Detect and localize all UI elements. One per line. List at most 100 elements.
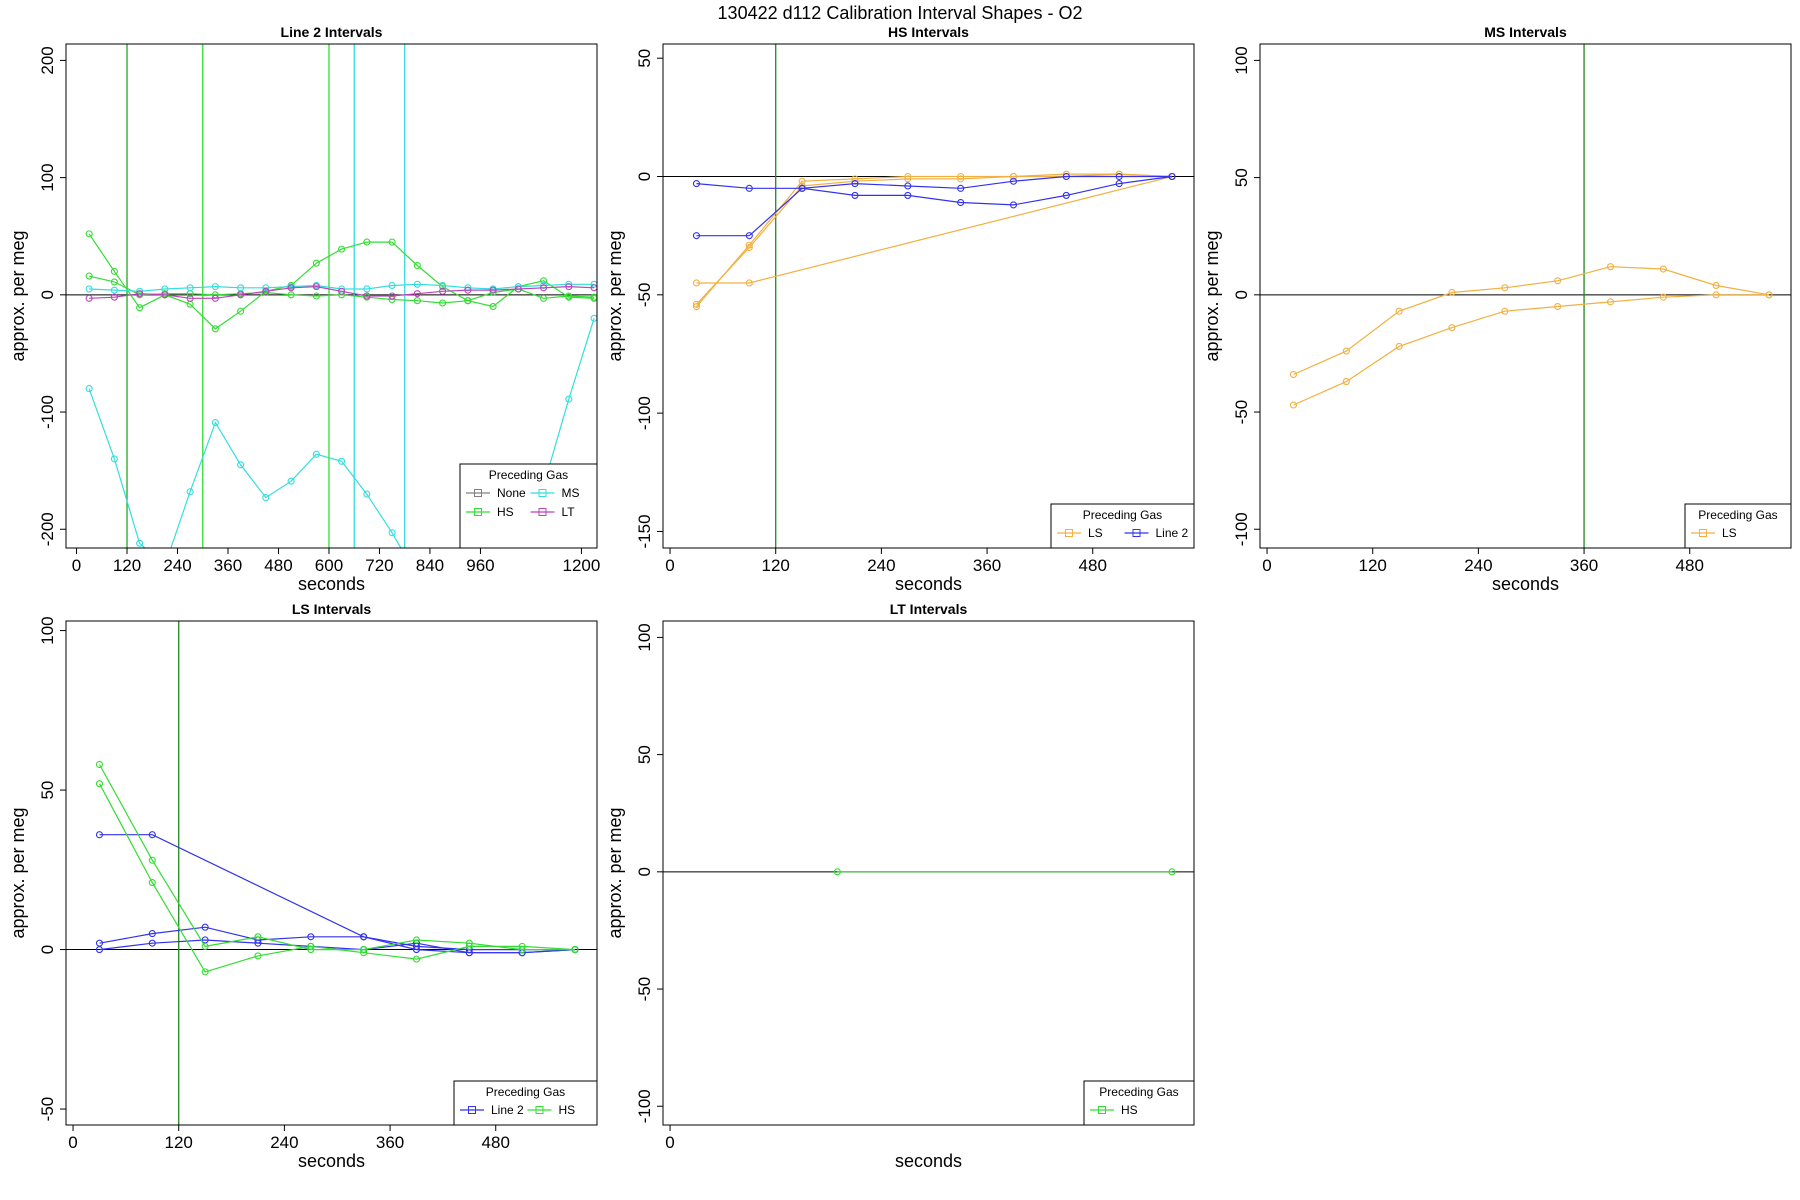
plot-frame: [65, 620, 598, 1126]
panel-title: Line 2 Intervals: [281, 24, 383, 40]
legend-swatch-marker: [535, 1106, 544, 1114]
x-axis-label: seconds: [895, 574, 962, 594]
data-point: [1659, 293, 1667, 301]
legend-box: [1050, 503, 1195, 549]
y-tick-label: 50: [635, 745, 654, 764]
plot-area: [1260, 44, 1791, 548]
data-point: [540, 294, 548, 302]
data-point: [1395, 307, 1403, 315]
x-tick-label: 360: [376, 1133, 404, 1152]
data-point: [85, 294, 93, 302]
data-point: [413, 280, 421, 288]
data-point: [254, 952, 262, 960]
data-point: [201, 923, 209, 931]
x-axis: 0 120 240 360 480 seconds: [68, 1124, 510, 1171]
y-tick-label: 100: [1232, 46, 1251, 74]
x-axis-label: seconds: [895, 1151, 962, 1171]
data-point: [307, 942, 315, 950]
data-point: [338, 457, 346, 465]
data-point: [464, 284, 472, 292]
y-tick-label: -100: [38, 395, 57, 429]
data-point: [110, 278, 118, 286]
data-point: [148, 939, 156, 947]
data-point: [1289, 401, 1298, 409]
data-point: [201, 968, 209, 976]
data-point: [237, 307, 245, 315]
data-point: [148, 831, 156, 839]
x-axis-label: seconds: [298, 574, 365, 594]
data-point: [211, 325, 219, 333]
x-tick-label: 960: [466, 556, 494, 575]
data-point: [1501, 284, 1509, 292]
x-tick-label: 360: [1570, 556, 1598, 575]
data-point: [571, 946, 579, 954]
legend-label: Line 2: [491, 1103, 524, 1117]
figure-title: 130422 d112 Calibration Interval Shapes …: [718, 3, 1083, 23]
data-point: [201, 942, 209, 950]
data-point: [413, 290, 421, 298]
data-point: [465, 942, 473, 950]
x-tick-label: 0: [665, 556, 674, 575]
data-point: [363, 292, 371, 300]
y-tick-label: -100: [635, 1089, 654, 1123]
legend: Preceding Gas None MS HS LT: [459, 463, 598, 549]
legend-title: Preceding Gas: [489, 468, 568, 482]
legend-label: HS: [559, 1103, 576, 1117]
series-line: [89, 285, 595, 299]
y-tick-label: -200: [38, 512, 57, 546]
data-point: [110, 455, 118, 463]
legend-entry: HS: [527, 1103, 576, 1117]
data-point: [590, 314, 597, 322]
data-point: [565, 292, 573, 300]
data-point: [692, 232, 701, 240]
data-point: [262, 494, 270, 502]
data-point: [1289, 370, 1298, 379]
data-point: [211, 419, 219, 427]
legend-entry: MS: [530, 486, 580, 500]
data-point: [798, 184, 806, 192]
legend-title: Preceding Gas: [486, 1085, 565, 1099]
data-point: [148, 856, 156, 864]
data-point: [85, 385, 93, 393]
x-tick-label: 240: [270, 1133, 298, 1152]
y-tick-label: 0: [38, 290, 57, 299]
y-axis: -150 -100 -50 0 50 approx. per meg: [605, 49, 664, 548]
data-point: [514, 285, 522, 293]
legend: Preceding Gas HS: [1083, 1080, 1195, 1126]
data-point: [312, 259, 320, 267]
x-tick-label: 120: [1359, 556, 1387, 575]
data-point: [904, 175, 912, 183]
data-point: [1062, 172, 1070, 181]
data-point: [237, 284, 245, 292]
data-point: [833, 868, 841, 876]
panel-title: LT Intervals: [890, 601, 968, 617]
legend-box: [459, 463, 598, 549]
plot-area: [66, 621, 597, 1125]
x-tick-label: 240: [1464, 556, 1492, 575]
data-point: [338, 287, 346, 295]
series-line: [1293, 266, 1770, 376]
data-point: [489, 302, 497, 311]
data-point: [110, 293, 118, 301]
series-line: [98, 783, 576, 973]
legend: Preceding Gas LS Line 2: [1050, 503, 1195, 549]
data-point: [745, 279, 753, 287]
y-tick-label: 100: [635, 623, 654, 651]
legend-entry: Line 2: [1124, 526, 1189, 540]
data-point: [1168, 868, 1176, 876]
x-axis-label: seconds: [298, 1151, 365, 1171]
series-line: [696, 173, 1173, 305]
y-axis-label: approx. per meg: [1202, 230, 1222, 361]
data-point: [692, 300, 701, 308]
data-point: [388, 292, 396, 300]
data-point: [360, 933, 368, 941]
data-point: [136, 539, 144, 547]
panel-4: LS Intervals 0 120 240 360 480 seconds -50 0 50 10…: [8, 601, 598, 1171]
data-point: [851, 175, 859, 183]
data-point: [211, 294, 219, 302]
legend-title: Preceding Gas: [1698, 508, 1777, 522]
data-point: [95, 760, 104, 769]
y-tick-label: 0: [38, 945, 57, 954]
data-point: [439, 287, 447, 295]
